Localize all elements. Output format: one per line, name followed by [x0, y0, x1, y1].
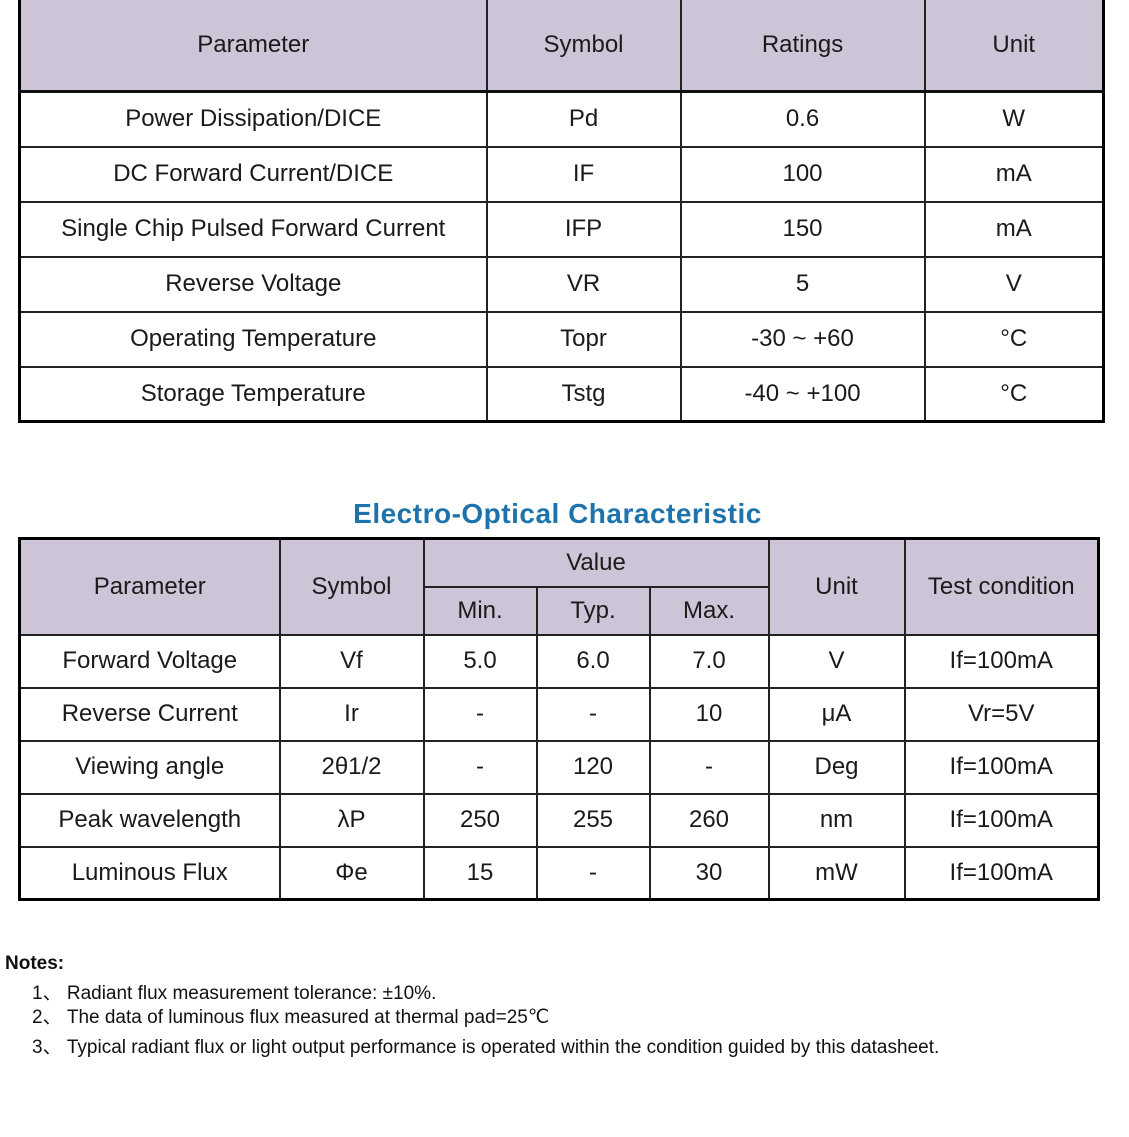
notes-heading: Notes: [5, 953, 65, 974]
symbol-cell: IFP [485, 200, 682, 258]
parameter-cell: Operating Temperature [18, 310, 488, 368]
eo-col-min: Min. [422, 585, 538, 636]
unit-cell: V [767, 633, 906, 689]
rating-cell: -40 ~ +100 [679, 365, 926, 423]
min-cell: - [422, 739, 538, 795]
typ-cell: - [535, 686, 651, 742]
rating-cell: 0.6 [679, 90, 926, 148]
eo-header-row-top: Parameter Symbol Value Unit Test conditi… [18, 537, 1100, 636]
unit-cell: Deg [767, 739, 906, 795]
unit-cell: μA [767, 686, 906, 742]
unit-cell: mW [767, 845, 906, 901]
table-row: DC Forward Current/DICE IF 100 mA [18, 145, 1105, 203]
min-cell: 5.0 [422, 633, 538, 689]
typ-cell: 255 [535, 792, 651, 848]
typ-cell: 120 [535, 739, 651, 795]
notes-section: Notes: 1、 Radiant flux measurement toler… [5, 953, 939, 1060]
max-cell: 260 [648, 792, 770, 848]
ratings-col-unit: Unit [923, 0, 1105, 93]
unit-cell: V [923, 255, 1105, 313]
ratings-col-symbol: Symbol [485, 0, 682, 93]
unit-cell: °C [923, 365, 1105, 423]
table-row: Power Dissipation/DICE Pd 0.6 W [18, 90, 1105, 148]
parameter-cell: Storage Temperature [18, 365, 488, 423]
test-condition-cell: If=100mA [903, 845, 1100, 901]
typ-cell: - [535, 845, 651, 901]
ratings-header-row: Parameter Symbol Ratings Unit [18, 0, 1105, 93]
note-item: 3、 Typical radiant flux or light output … [32, 1037, 940, 1058]
table-row: Forward Voltage Vf 5.0 6.0 7.0 V If=100m… [18, 633, 1100, 689]
symbol-cell: VR [485, 255, 682, 313]
min-cell: 15 [422, 845, 538, 901]
unit-cell: °C [923, 310, 1105, 368]
symbol-cell: Topr [485, 310, 682, 368]
symbol-cell: Pd [485, 90, 682, 148]
table-row: Viewing angle 2θ1/2 - 120 - Deg If=100mA [18, 739, 1100, 795]
eo-col-parameter: Parameter [18, 537, 281, 636]
parameter-cell: Forward Voltage [18, 633, 281, 689]
max-cell: 7.0 [648, 633, 770, 689]
note-item: 1、 Radiant flux measurement tolerance: ±… [32, 983, 437, 1004]
eo-header-row-sub: Min. Typ. Max. [20, 585, 1099, 636]
eo-col-unit: Unit [767, 537, 906, 636]
parameter-cell: DC Forward Current/DICE [18, 145, 488, 203]
note-item: 2、 The data of luminous flux measured at… [32, 1007, 550, 1028]
max-cell: 10 [648, 686, 770, 742]
table-row: Single Chip Pulsed Forward Current IFP 1… [18, 200, 1105, 258]
symbol-cell: Tstg [485, 365, 682, 423]
parameter-cell: Peak wavelength [18, 792, 281, 848]
table-row: Operating Temperature Topr -30 ~ +60 °C [18, 310, 1105, 368]
parameter-cell: Reverse Voltage [18, 255, 488, 313]
eo-col-typ: Typ. [535, 585, 651, 636]
eo-col-value-group: Value [422, 537, 770, 588]
table-row: Reverse Current Ir - - 10 μA Vr=5V [18, 686, 1100, 742]
eo-col-max: Max. [648, 585, 770, 636]
test-condition-cell: If=100mA [903, 739, 1100, 795]
test-condition-cell: If=100mA [903, 633, 1100, 689]
unit-cell: nm [767, 792, 906, 848]
table-row: Luminous Flux Φe 15 - 30 mW If=100mA [18, 845, 1100, 901]
symbol-cell: IF [485, 145, 682, 203]
table-row: Reverse Voltage VR 5 V [18, 255, 1105, 313]
eo-col-test-condition: Test condition [903, 537, 1100, 636]
symbol-cell: Ir [278, 686, 425, 742]
rating-cell: 100 [679, 145, 926, 203]
table-row: Peak wavelength λP 250 255 260 nm If=100… [18, 792, 1100, 848]
symbol-cell: Φe [278, 845, 425, 901]
unit-cell: W [923, 90, 1105, 148]
rating-cell: 5 [679, 255, 926, 313]
test-condition-cell: Vr=5V [903, 686, 1100, 742]
ratings-col-ratings: Ratings [679, 0, 926, 93]
min-cell: - [422, 686, 538, 742]
electro-optical-table: Parameter Symbol Value Unit Test conditi… [18, 537, 1100, 901]
section-title: Electro-Optical Characteristic [353, 498, 762, 529]
ratings-col-parameter: Parameter [18, 0, 488, 93]
symbol-cell: Vf [278, 633, 425, 689]
parameter-cell: Viewing angle [18, 739, 281, 795]
unit-cell: mA [923, 200, 1105, 258]
rating-cell: -30 ~ +60 [679, 310, 926, 368]
max-cell: - [648, 739, 770, 795]
table-row: Storage Temperature Tstg -40 ~ +100 °C [18, 365, 1105, 423]
eo-col-symbol: Symbol [278, 537, 425, 636]
parameter-cell: Luminous Flux [18, 845, 281, 901]
max-cell: 30 [648, 845, 770, 901]
rating-cell: 150 [679, 200, 926, 258]
parameter-cell: Single Chip Pulsed Forward Current [18, 200, 488, 258]
min-cell: 250 [422, 792, 538, 848]
symbol-cell: λP [278, 792, 425, 848]
maximum-ratings-table: Parameter Symbol Ratings Unit Power Diss… [18, 0, 1105, 423]
test-condition-cell: If=100mA [903, 792, 1100, 848]
unit-cell: mA [923, 145, 1105, 203]
symbol-cell: 2θ1/2 [278, 739, 425, 795]
parameter-cell: Reverse Current [18, 686, 281, 742]
parameter-cell: Power Dissipation/DICE [18, 90, 488, 148]
typ-cell: 6.0 [535, 633, 651, 689]
